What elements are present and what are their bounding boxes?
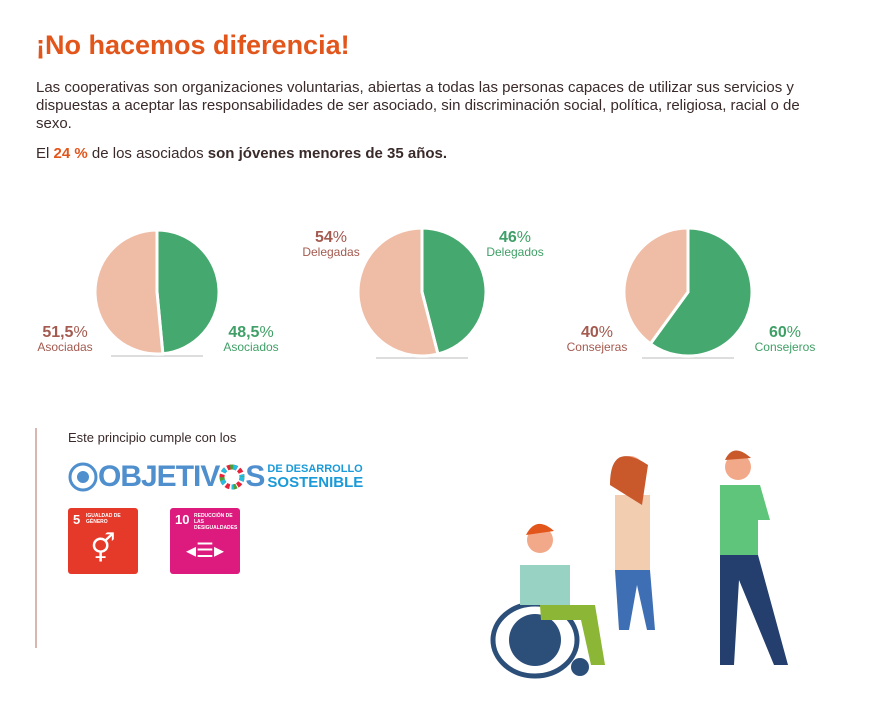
stat-bold: son jóvenes menores de 35 años. [207,145,448,162]
pie3-female-slice [622,226,690,346]
pie1-female-slice [93,228,165,356]
pie2-female-slice [356,226,440,358]
divider-line [35,428,37,648]
pie-charts [93,226,754,359]
reduced-inequalities-icon: ◂☰▸ [185,540,224,562]
sdg-sub2: SOSTENIBLE [267,474,364,491]
pie1-male-slice [155,228,221,356]
youth-stat: El 24 % de los asociados son jóvenes men… [36,145,447,162]
gender-equality-icon: ⚥ [90,533,116,564]
stat-middle: de los asociados [87,145,208,162]
pie-baseline [111,355,203,357]
stat-value: 24 % [53,145,88,162]
pie3-male-label: 60% Consejeros [754,324,816,355]
pie3-female-label: 40% Consejeras [566,324,628,355]
pie3-male-slice [648,226,754,358]
un-emblem-icon [68,462,98,492]
pie-baseline [376,357,468,359]
principle-text: Este principio cumple con los [68,430,237,445]
intro-paragraph: Las cooperativas son organizaciones volu… [36,79,800,132]
goal-5-tile: 5 IGUALDAD DE GÉNERO ⚥ [68,508,138,574]
goal-10-tile: 10 REDUCCIÓN DE LAS DESIGUALDADES ◂☰▸ [170,508,240,574]
pie2-female-label: 54% Delegadas [302,229,360,260]
sdg-sub1: DE DESARROLLO [267,463,363,475]
pie1-male-label: 48,5% Asociados [223,324,279,355]
sdg-logo: OBJETIV S DE DESARROLLO SOSTENIBLE [68,460,363,494]
page-title: ¡No hacemos diferencia! [36,30,350,60]
people-illustration [490,450,788,679]
stat-prefix: El [36,145,54,162]
pie1-female-label: 51,5% Asociadas [37,324,93,355]
pie2-male-slice [420,226,488,356]
pie-baseline [642,357,734,359]
sdg-word-end: S [245,460,265,493]
sdg-word: OBJETIV [98,460,220,493]
sdg-wheel-icon [219,464,245,490]
pie2-male-label: 46% Delegados [486,229,544,260]
